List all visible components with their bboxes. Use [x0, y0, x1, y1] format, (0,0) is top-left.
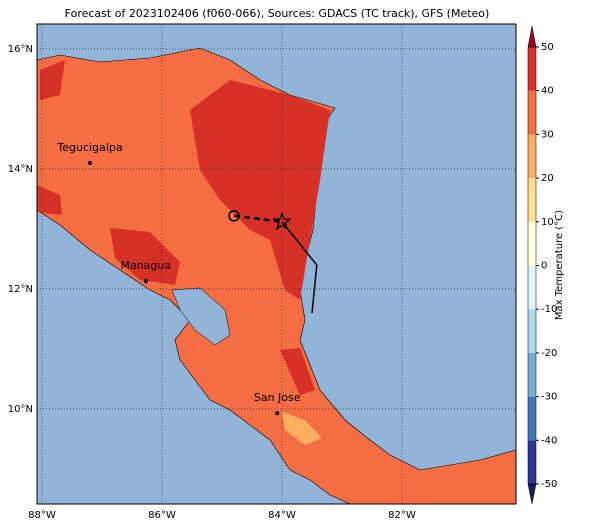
- colorbar-tick-label: 50: [541, 42, 554, 53]
- colorbar-tick-label: -50: [541, 479, 557, 490]
- hot-region: [110, 228, 180, 285]
- x-tick-label: 88°W: [28, 510, 56, 521]
- hot-region: [190, 80, 330, 300]
- colorbar-segment: [528, 47, 536, 91]
- hot-region: [40, 60, 65, 100]
- colorbar-label: Max Temperature (°C): [554, 210, 565, 320]
- city-label: Tegucigalpa: [56, 141, 122, 154]
- x-tick-label: 82°W: [388, 510, 416, 521]
- colorbar-tick-label: -30: [541, 392, 557, 403]
- colorbar-segment: [528, 265, 536, 310]
- map-frame: [36, 23, 517, 505]
- colorbar-segment: [528, 396, 536, 441]
- colorbar-extend-over: [527, 25, 537, 48]
- y-tick-label: 12°N: [8, 284, 33, 295]
- city-marker: [143, 279, 148, 284]
- storm-current: [272, 211, 292, 231]
- colorbar-tick-label: -40: [541, 435, 557, 446]
- map-area: [37, 24, 516, 504]
- track-past: [233, 214, 283, 224]
- city-label: San Jose: [254, 391, 301, 404]
- colorbar-segment: [528, 440, 536, 484]
- colorbar-segment: [528, 90, 536, 135]
- lake: [171, 287, 231, 346]
- hot-region: [280, 348, 315, 395]
- colorbar-segment: [528, 352, 536, 397]
- colorbar-extend-under: [527, 483, 537, 505]
- y-tick-label: 14°N: [8, 164, 33, 175]
- hot-region: [37, 185, 62, 215]
- x-tick-label: 86°W: [148, 510, 176, 521]
- city-marker: [275, 411, 280, 416]
- colorbar-tick-label: 0: [541, 261, 547, 272]
- colorbar-segment: [528, 221, 536, 266]
- warm-region: [282, 412, 322, 445]
- colorbar-tick-label: -10: [541, 304, 557, 315]
- city-label: Managua: [120, 259, 171, 272]
- colorbar-segment: [528, 309, 536, 353]
- colorbar-tick-label: 20: [541, 173, 554, 184]
- y-tick-label: 10°N: [8, 404, 33, 415]
- colorbar-tick-label: -20: [541, 348, 557, 359]
- title: Forecast of 2023102406 (f060-066), Sourc…: [65, 7, 490, 20]
- city-marker: [87, 161, 92, 166]
- colorbar-segment: [528, 178, 536, 222]
- y-tick-label: 16°N: [8, 44, 33, 55]
- x-tick-label: 84°W: [268, 510, 296, 521]
- colorbar-tick-label: 30: [541, 129, 554, 140]
- colorbar-tick-label: 40: [541, 86, 554, 97]
- storm-start: [228, 210, 240, 222]
- colorbar-tick-label: 10: [541, 217, 554, 228]
- track-forecast: [281, 221, 318, 314]
- colorbar-segment: [528, 134, 536, 179]
